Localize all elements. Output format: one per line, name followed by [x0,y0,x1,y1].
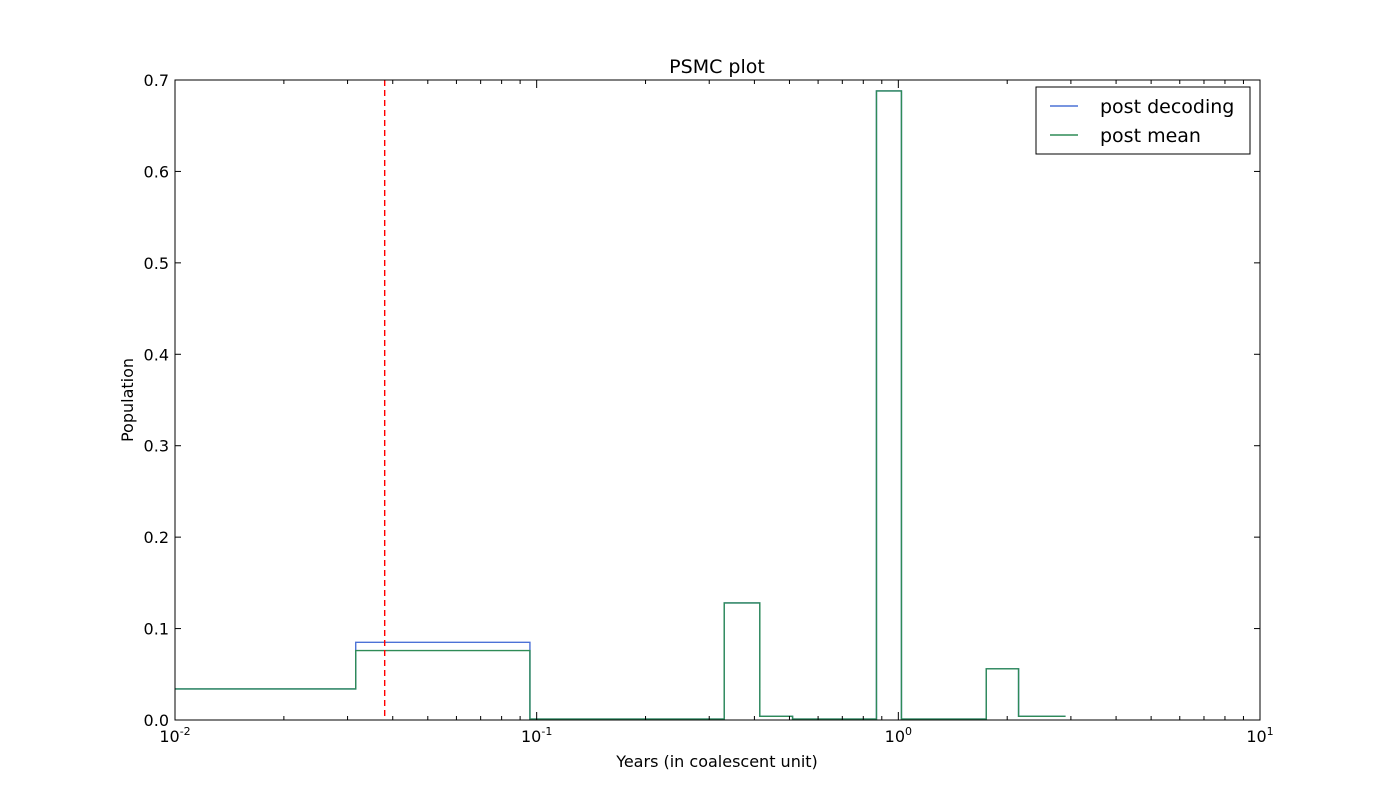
axes-frame [174,79,1261,721]
series-line-2 [175,90,1066,720]
y-axis-title: Population [118,358,137,442]
y-tick-label: 0.0 [144,711,169,730]
x-tick-label: 101 [1246,725,1273,746]
x-axis-title: Years (in coalescent unit) [615,752,818,771]
y-tick-label: 0.5 [144,254,169,273]
y-tick-label: 0.4 [144,345,169,364]
legend-box [1035,86,1251,155]
y-tick-label: 0.7 [144,71,169,90]
x-tick-label: 10-1 [521,725,552,746]
x-tick-label: 100 [885,725,912,746]
y-tick-label: 0.1 [144,620,169,639]
legend: post decoding post mean [1035,86,1251,155]
y-tick-label: 0.2 [144,528,169,547]
chart-title: PSMC plot [669,56,765,78]
y-tick-label: 0.6 [144,162,169,181]
plot-area [174,79,1261,721]
x-tick-label: 10-2 [159,725,190,746]
legend-label: post mean [1100,125,1201,147]
legend-label: post decoding [1100,96,1234,118]
series-line-1 [175,90,1066,720]
y-tick-label: 0.3 [144,437,169,456]
axis-ticks: 0.0 0.1 0.2 0.3 0.4 0.5 0.6 0.7 10-2 10-1 100 101 [144,71,1274,746]
